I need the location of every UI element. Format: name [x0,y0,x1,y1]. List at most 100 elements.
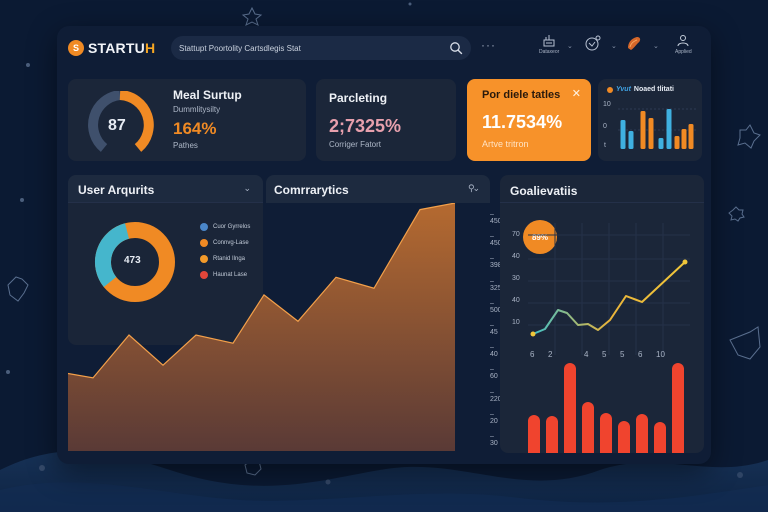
analytics-action[interactable]: ⚲ [454,175,490,203]
donut-center-value: 473 [124,255,141,266]
y-tick: –40 [490,344,498,359]
y-tick: –220 [490,388,502,403]
goal-bar [582,402,594,453]
y-tick: 70 [512,231,520,238]
bar-label: 2 [548,350,553,359]
y-tick: –450 [490,211,502,225]
card-title: Meal Surtup [173,88,242,102]
user-button[interactable]: Applied [675,34,692,55]
goal-bar [528,415,540,453]
goal-bar [636,414,648,453]
legend-label: Rtanid Ilnga [213,256,246,262]
logo-text-accent: H [144,40,156,56]
lock-icon[interactable]: ⚲ [468,183,475,193]
bar-label: 5 [602,350,607,359]
mini-chart-title-text: Noaed tlitati [633,86,674,93]
y-tick: –20 [490,410,498,425]
search-input[interactable] [179,43,449,53]
kpi-card-parcleting[interactable]: Parcleting 2;7325% Corriger Fatort [316,79,456,161]
card-title: Parcleting [329,91,388,105]
y-tick: 40 [512,253,520,260]
analytics-card-header: Comrrarytics ⌄ [266,175,490,203]
mini-bar [648,118,654,149]
kpi-card-meal-startup[interactable]: 87 Meal Surtup Dummlitysilty 164% Pathes [68,79,306,161]
chevron-down-icon[interactable]: ⌄ [243,183,251,193]
goal-badge: 89% [523,220,557,254]
bar-label: 6 [530,350,535,359]
analytics-y-axis: –450 –450 –398 –325 –500 –45 –40 –60 –220 –20 –30 [490,203,502,453]
logo[interactable]: S STARTUH [68,40,155,56]
card-header [68,175,263,203]
kpi-card-highlight[interactable]: Por diele tatles ✕ 11.7534% Artve tritro… [467,79,591,161]
search-icon[interactable] [449,41,463,55]
y-tick: –398 [490,255,502,270]
database-label: Dataxeor [539,49,560,55]
legend-dot [200,255,208,263]
bar-label: 10 [656,350,665,359]
card-footer: Artve tritron [482,139,529,149]
dashboard-window: S STARTUH ··· Dataxeor ⌄ [57,26,711,464]
donut-chart [94,222,175,302]
y-tick: –30 [490,433,498,447]
bar-label: 6 [638,350,643,359]
kpi-value: 11.7534% [482,112,563,132]
mini-bar [688,124,694,149]
y-tick: –45 [490,322,498,336]
logo-badge-icon: S [68,40,84,56]
more-options-button[interactable]: ··· [481,38,496,52]
chevron-down-icon[interactable]: ⌄ [567,43,573,50]
gauge-value: 87 [108,117,126,134]
legend-dot [607,86,613,93]
goal-bar [546,416,558,453]
y-tick: –325 [490,277,502,292]
mini-chart-title-accent: Yvut [616,86,631,93]
card-header [500,175,704,203]
legend-item: Rtanid Ilnga [200,255,250,263]
kpi-value: 2;7325% [329,116,402,136]
y-tick: –500 [490,299,502,314]
user-activity-card: User Arqurits ⌄ 473 Cuor Gyrrelos Connvg… [68,175,263,345]
globe-button[interactable] [584,34,602,52]
top-bar: S STARTUH ··· Dataxeor ⌄ [57,26,711,68]
user-label: Applied [675,49,692,55]
card-footer: Pathes [173,141,198,150]
mini-bar [620,120,626,149]
mini-bar [666,109,672,149]
logo-text-main: STARTU [88,40,145,56]
chevron-down-icon[interactable]: ⌄ [653,43,659,50]
mini-bar [674,136,680,149]
y-tick: 10 [512,319,520,326]
goal-bar [600,413,612,453]
goal-bar [618,421,630,453]
chevron-down-icon[interactable]: ⌄ [472,183,480,193]
fire-button[interactable] [625,34,643,52]
chevron-down-icon[interactable]: ⌄ [611,43,617,50]
user-icon [677,35,689,47]
y-tick: 40 [512,297,520,304]
bar-label: 5 [620,350,625,359]
card-title: Comrrarytics [274,183,349,197]
mini-chart-title: Yvut Noaed tlitati [607,86,674,93]
mini-bar-chart-card[interactable]: Yvut Noaed tlitati 10 0 t [598,79,702,161]
search-bar[interactable] [171,36,471,60]
goal-bar [654,422,666,453]
y-tick: –450 [490,233,502,248]
database-button[interactable]: Dataxeor [539,34,559,55]
close-icon[interactable]: ✕ [571,88,581,100]
y-tick: –60 [490,366,498,381]
mini-bar [640,111,646,149]
legend-label: Cuor Gyrrelos [213,224,251,230]
card-title: Goalievatiis [510,184,578,198]
card-footer: Corriger Fatort [329,140,382,149]
mini-bar [658,138,664,149]
goal-bar [564,363,576,453]
mini-bar [681,129,687,149]
card-subtitle: Dummlitysilty [173,105,221,114]
legend-dot [200,223,208,231]
logo-text: STARTUH [88,40,155,56]
legend-label: Connvg-Lase [213,240,249,246]
fire-icon [628,37,641,50]
y-tick: 30 [512,275,520,282]
donut-legend: Cuor Gyrrelos Connvg-Lase Rtanid Ilnga H… [200,223,250,287]
